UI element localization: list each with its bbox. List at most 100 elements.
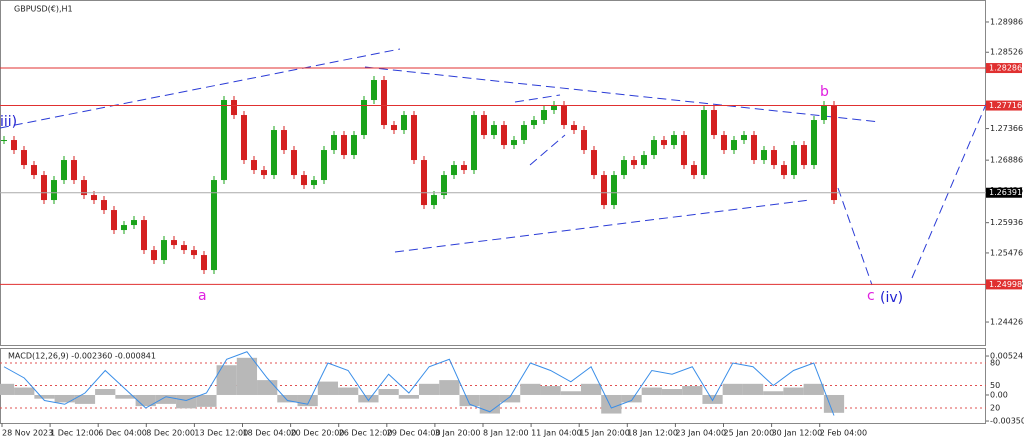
candle — [71, 160, 77, 181]
candle — [631, 160, 637, 166]
candle — [491, 125, 497, 136]
macd-bar — [14, 387, 35, 395]
macd-bar — [338, 387, 359, 395]
y-tick-label: 1.24426 — [990, 318, 1023, 327]
candle — [801, 145, 807, 166]
macd-bar — [419, 383, 440, 395]
y-tick-label: 1.28526 — [990, 48, 1023, 57]
macd-label: MACD(12,26,9) -0.002360 -0.000841 — [8, 352, 156, 361]
macd-bar — [601, 394, 622, 414]
candle — [581, 130, 587, 151]
macd-bar — [257, 380, 278, 395]
candle — [341, 135, 347, 156]
candle — [311, 180, 317, 186]
y-tick-label: 1.25476 — [990, 248, 1023, 257]
candle — [121, 225, 127, 231]
wave-label: c — [867, 288, 875, 304]
level-label: 1.28286 — [989, 64, 1022, 73]
macd-bar — [763, 391, 784, 395]
candle — [761, 150, 767, 161]
macd-bar — [297, 394, 318, 407]
level-box — [986, 100, 1022, 111]
candle — [831, 105, 837, 201]
y-tick-label: 1.25936 — [990, 218, 1023, 227]
macd-bar — [479, 394, 500, 414]
candle — [721, 135, 727, 151]
macd-bar — [115, 394, 136, 399]
x-tick-label: 28 Nov 2023 — [2, 429, 53, 438]
macd-bar — [358, 394, 379, 403]
candle — [131, 220, 137, 226]
candle — [461, 165, 467, 171]
macd-bar — [236, 357, 258, 395]
macd-bar — [560, 391, 581, 395]
x-tick-label: 11 Jan 04:00 — [531, 429, 582, 438]
candle — [301, 175, 307, 186]
macd-bar — [459, 394, 480, 407]
candle — [51, 180, 57, 201]
candle — [741, 135, 747, 141]
macd-bar — [803, 383, 824, 395]
candle — [501, 125, 507, 146]
candle — [451, 165, 457, 176]
candle — [31, 165, 37, 176]
x-tick-label: 15 Jan 20:00 — [579, 429, 630, 438]
candle — [641, 155, 647, 166]
x-tick-label: 1 Dec 12:00 — [50, 429, 99, 438]
macd-tick-label: 0.00 — [990, 390, 1008, 399]
candle — [251, 160, 257, 171]
x-tick-label: 26 Dec 12:00 — [339, 429, 393, 438]
x-tick-label: 8 Dec 20:00 — [146, 429, 195, 438]
candle — [771, 150, 777, 166]
candle — [601, 175, 607, 206]
macd-bar — [34, 394, 55, 399]
stoch-tick-label: 80 — [990, 359, 1000, 368]
candle — [671, 135, 677, 146]
candle — [571, 125, 577, 131]
level-label: 1.27716 — [989, 101, 1022, 110]
candle — [321, 150, 327, 181]
candle — [371, 80, 377, 101]
candle — [611, 175, 617, 206]
macd-bar — [661, 389, 683, 395]
x-tick-label: 2 Feb 04:00 — [820, 429, 867, 438]
x-tick-label: 6 Dec 04:00 — [98, 429, 147, 438]
macd-bar — [783, 387, 804, 395]
macd-bar — [621, 394, 642, 403]
x-tick-label: 13 Dec 12:00 — [194, 429, 248, 438]
macd-bar — [823, 394, 845, 413]
candle — [391, 125, 397, 131]
macd-bar — [742, 383, 764, 395]
candle — [241, 115, 247, 161]
chart-title: GBPUSD(€),H1 — [14, 5, 73, 14]
candle — [201, 255, 207, 271]
candle — [11, 140, 17, 151]
candle — [411, 115, 417, 161]
macd-bar — [0, 383, 15, 395]
x-tick-label: 20 Dec 20:00 — [291, 429, 345, 438]
macd-bar — [95, 389, 116, 395]
macd-bar — [439, 380, 460, 395]
candle — [81, 180, 87, 196]
macd-bar — [74, 394, 96, 404]
candle — [231, 100, 237, 116]
candle — [351, 135, 357, 156]
candle — [561, 105, 567, 126]
candle — [811, 120, 817, 166]
candle — [191, 250, 197, 256]
candle — [41, 175, 47, 201]
current-price-box — [986, 187, 1022, 198]
macd-bar — [641, 387, 662, 395]
macd-bar — [54, 394, 75, 403]
x-tick-label: 3 Jan 20:00 — [435, 429, 481, 438]
y-tick-label: 1.28986 — [990, 17, 1023, 26]
candle — [271, 130, 277, 176]
candle — [821, 105, 827, 121]
wave-lines — [0, 48, 988, 286]
candle — [511, 140, 517, 146]
candle — [471, 115, 477, 171]
candle — [701, 110, 707, 176]
candle — [141, 220, 147, 251]
